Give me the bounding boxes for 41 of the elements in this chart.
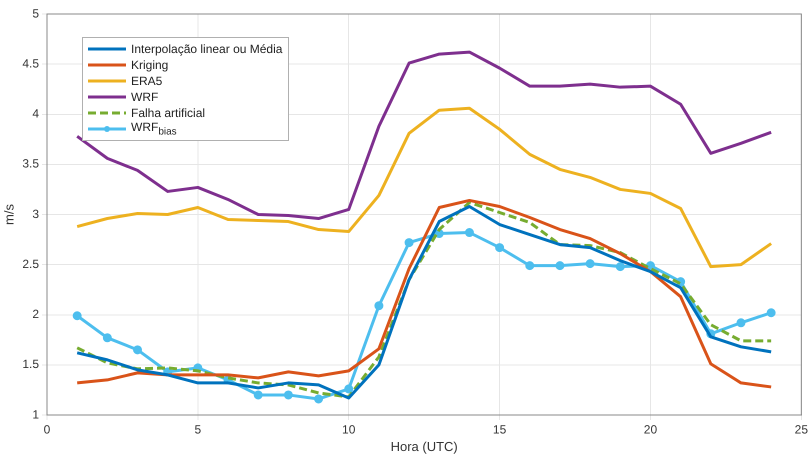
x-tick-label: 0 [44,422,51,437]
point [646,261,655,270]
x-tick-label: 25 [794,422,808,437]
y-tick-label: 3.5 [22,156,40,171]
x-tick-label: 20 [644,422,658,437]
y-tick-label: 2.5 [22,256,40,271]
point [616,262,625,272]
x-tick-label: 5 [194,422,202,437]
x-tick-label: 15 [492,422,507,437]
point [133,345,142,354]
y-tick-label: 3 [32,206,40,221]
point [766,308,776,318]
point [254,390,263,400]
legend-label: Kriging [131,58,168,72]
point [525,261,534,270]
point [72,311,82,320]
y-tick-label: 1 [32,407,40,422]
y-axis-title: m/s [1,204,16,225]
point [586,259,595,268]
point [314,394,324,404]
y-tick-label: 2 [32,307,40,322]
legend-label: Falha artificial [131,106,206,120]
point [284,390,293,400]
y-tick-label: 5 [32,6,40,20]
point [374,301,384,310]
x-axis-title: Hora (UTC) [390,438,458,454]
point [495,243,504,252]
legend-label: Interpolação linear ou Média [131,42,282,56]
point [555,261,564,270]
point [102,333,112,342]
point [464,228,474,238]
y-tick-label: 4 [32,106,40,121]
point [404,238,414,248]
x-tick-label: 10 [342,422,356,437]
point [736,318,746,328]
point [344,384,354,394]
y-tick-label: 1.5 [22,357,40,372]
legend-label: WRF [131,90,158,104]
legend-label: ERA5 [131,74,162,88]
legend-label: WRF$_{bias}$ [131,120,177,138]
y-tick-label: 4.5 [22,56,40,70]
